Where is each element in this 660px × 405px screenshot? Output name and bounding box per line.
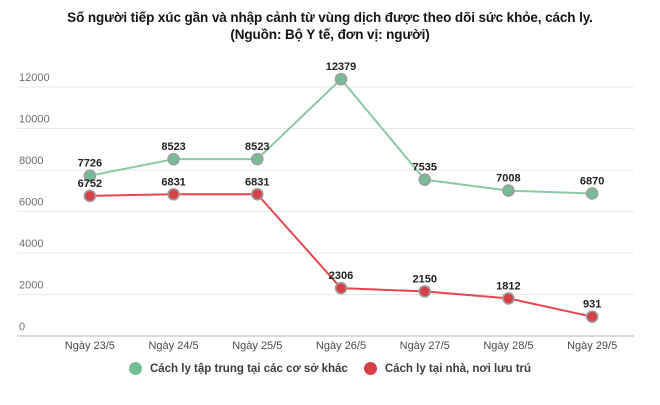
x-axis-label: Ngày 26/5 xyxy=(316,340,366,352)
y-axis-label: 8000 xyxy=(19,155,43,167)
chart-title: Số người tiếp xúc gần và nhập cảnh từ vù… xyxy=(0,0,660,43)
data-point-series1 xyxy=(334,281,348,295)
data-point-label: 7535 xyxy=(412,162,436,174)
data-point-label: 8523 xyxy=(161,141,185,153)
chart-title-line1: Số người tiếp xúc gần và nhập cảnh từ vù… xyxy=(67,10,593,25)
y-axis-label: 0 xyxy=(19,321,25,333)
data-point-label: 6831 xyxy=(245,176,269,188)
data-point-label: 6831 xyxy=(161,176,185,188)
data-point-series1 xyxy=(250,187,264,201)
legend-label: Cách ly tại nhà, nơi lưu trú xyxy=(384,362,532,375)
data-point-series1 xyxy=(418,285,432,298)
series-line-1 xyxy=(88,193,594,318)
data-point-label: 6752 xyxy=(78,178,102,190)
data-point-label: 8523 xyxy=(245,141,269,153)
legend-item-1[interactable]: Cách ly tại nhà, nơi lưu trú xyxy=(363,362,532,375)
data-point-series0 xyxy=(167,152,180,166)
x-axis-label: Ngày 25/5 xyxy=(232,340,282,352)
x-axis-label: Ngày 23/5 xyxy=(65,340,115,352)
data-point-series0 xyxy=(418,173,432,186)
legend-swatch-icon xyxy=(363,362,377,375)
data-point-label: 6870 xyxy=(580,175,604,187)
y-axis-label: 4000 xyxy=(19,238,43,250)
data-point-label: 2306 xyxy=(329,270,353,282)
data-point-label: 12379 xyxy=(326,61,357,73)
y-axis-label: 12000 xyxy=(19,72,50,84)
x-axis-label: Ngày 24/5 xyxy=(148,340,198,352)
data-point-series0 xyxy=(250,152,264,166)
data-point-label: 2150 xyxy=(412,273,436,285)
data-point-series0 xyxy=(334,72,348,86)
y-axis-label: 2000 xyxy=(19,280,43,292)
legend: Cách ly tập trung tại các cơ sở khác Cách… xyxy=(0,362,660,375)
y-axis-label: 6000 xyxy=(19,197,43,209)
x-axis-label: Ngày 29/5 xyxy=(567,340,617,352)
data-point-series1 xyxy=(83,189,97,203)
x-axis-label: Ngày 27/5 xyxy=(400,340,450,352)
line-chart: 0 2000 4000 6000 8000 10000 12000 Ngày 23/5 Ngày… xyxy=(17,61,634,352)
data-point-series0 xyxy=(502,184,515,197)
data-point-label: 1812 xyxy=(496,280,520,292)
legend-label: Cách ly tập trung tại các cơ sở khác xyxy=(149,362,348,375)
data-point-label: 931 xyxy=(583,299,601,311)
legend-item-0[interactable]: Cách ly tập trung tại các cơ sở khác xyxy=(128,362,348,375)
data-point-series0 xyxy=(83,169,97,182)
x-axis-label: Ngày 28/5 xyxy=(483,340,533,352)
legend-swatch-icon xyxy=(128,362,142,375)
chart-title-line2: (Nguồn: Bộ Y tế, đơn vị: người) xyxy=(230,27,430,42)
data-point-series1 xyxy=(167,187,180,201)
data-point-series0 xyxy=(585,187,599,200)
y-axis-label: 10000 xyxy=(19,114,50,126)
data-point-label: 7726 xyxy=(78,158,102,170)
data-point-series1 xyxy=(585,310,599,323)
data-point-series1 xyxy=(502,292,515,305)
data-point-label: 7008 xyxy=(496,173,520,185)
